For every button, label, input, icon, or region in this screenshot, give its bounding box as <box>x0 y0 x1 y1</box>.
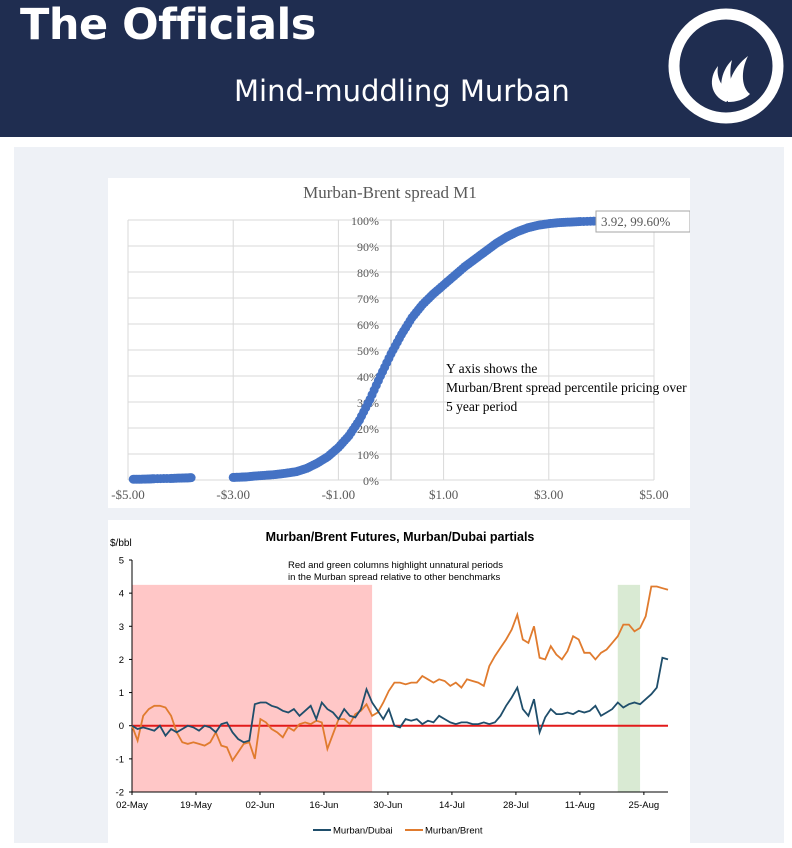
y-tick-label: 4 <box>119 589 124 600</box>
percentile-chart: Murban-Brent spread M10%10%20%30%40%50%6… <box>108 178 696 508</box>
x-tick-label: 25-Aug <box>629 800 660 811</box>
chart-title: Murban/Brent Futures, Murban/Dubai parti… <box>266 530 535 544</box>
chart-annotation: Y axis shows the Murban/Brent spread perc… <box>446 361 690 414</box>
y-axis-label: $/bbl <box>110 538 132 549</box>
y-tick-label: 0% <box>363 474 379 488</box>
legend-label: Murban/Brent <box>425 826 483 837</box>
x-tick-label: $5.00 <box>639 487 668 502</box>
spread-timeseries-chart: Murban/Brent Futures, Murban/Dubai parti… <box>108 520 690 843</box>
x-tick-label: 02-May <box>116 800 148 811</box>
spread-timeseries-svg: Murban/Brent Futures, Murban/Dubai parti… <box>110 530 669 837</box>
series-line-murban-dubai <box>131 656 669 744</box>
y-tick-label: 60% <box>357 318 379 332</box>
highlight-column <box>132 584 373 792</box>
y-tick-label: -2 <box>116 788 124 799</box>
y-tick-label: 80% <box>357 266 379 280</box>
x-tick-label: $3.00 <box>534 487 563 502</box>
page-subtitle: Mind-muddling Murban <box>234 74 570 108</box>
x-tick-label: 19-May <box>180 800 212 811</box>
y-tick-label: 1 <box>119 688 124 699</box>
x-tick-label: 11-Aug <box>565 800 595 811</box>
y-tick-label: 70% <box>357 292 379 306</box>
legend-label: Murban/Dubai <box>333 826 393 837</box>
y-tick-label: 50% <box>357 344 379 358</box>
y-tick-label: 100% <box>351 214 379 228</box>
x-tick-label: -$5.00 <box>111 487 145 502</box>
callout-label: 3.92, 99.60% <box>601 214 671 229</box>
chart-annotation: Red and green columns highlight unnatura… <box>288 560 503 583</box>
y-tick-label: 3 <box>119 622 124 633</box>
chart-title: Murban-Brent spread M1 <box>303 183 477 202</box>
y-tick-label: 10% <box>357 448 379 462</box>
y-tick-label: 90% <box>357 240 379 254</box>
percentile-chart-svg: Murban-Brent spread M10%10%20%30%40%50%6… <box>111 183 696 502</box>
x-tick-label: 14-Jul <box>439 800 465 811</box>
y-tick-label: 0 <box>119 721 124 732</box>
x-tick-label: 02-Jun <box>245 800 274 811</box>
x-tick-label: $1.00 <box>429 487 458 502</box>
y-tick-label: -1 <box>116 754 124 765</box>
flame-circle-icon <box>668 8 784 124</box>
x-tick-label: -$3.00 <box>216 487 250 502</box>
x-tick-label: -$1.00 <box>322 487 356 502</box>
x-tick-label: 28-Jul <box>503 800 529 811</box>
y-tick-label: 5 <box>119 556 124 567</box>
header-banner: The Officials Mind-muddling Murban <box>0 0 792 137</box>
y-tick-label: 2 <box>119 655 124 666</box>
highlight-column <box>617 584 641 792</box>
x-tick-label: 30-Jun <box>373 800 402 811</box>
y-tick-label: 20% <box>357 422 379 436</box>
data-point <box>186 473 196 483</box>
y-tick-label: 40% <box>357 370 379 384</box>
x-tick-label: 16-Jun <box>309 800 338 811</box>
brand-title: The Officials <box>20 0 316 50</box>
series-line-murban-brent <box>131 585 669 763</box>
